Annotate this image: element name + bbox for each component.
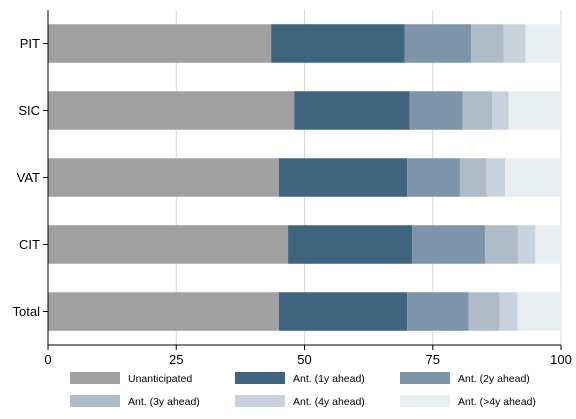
bar-pit-series-1 — [271, 24, 405, 63]
x-tick-label-4: 100 — [550, 352, 572, 367]
y-tick-label-2: VAT — [17, 170, 40, 185]
legend-label-0: Unanticipated — [128, 373, 192, 385]
bar-total-series-3 — [468, 292, 500, 331]
legend-swatch-1 — [235, 372, 285, 384]
bar-sic-series-5 — [508, 91, 561, 130]
bar-pit-series-0 — [48, 24, 272, 63]
legend-swatch-4 — [235, 395, 285, 407]
legend-label-2: Ant. (2y ahead) — [458, 373, 530, 385]
x-tick-label-1: 25 — [169, 352, 183, 367]
bar-pit-series-2 — [404, 24, 472, 63]
legend-label-5: Ant. (>4y ahead) — [458, 396, 536, 408]
y-tick-label-4: Total — [13, 304, 41, 319]
legend-swatch-3 — [70, 395, 120, 407]
bar-total-series-0 — [48, 292, 279, 331]
bar-vat-series-5 — [505, 158, 561, 197]
legend-label-4: Ant. (4y ahead) — [293, 396, 365, 408]
bar-cit-series-1 — [288, 225, 413, 264]
bar-sic-series-0 — [48, 91, 295, 130]
x-axis: 0 25 50 75 100 — [44, 344, 572, 367]
bar-pit-series-4 — [503, 24, 526, 63]
legend-swatch-5 — [400, 395, 450, 407]
bar-cit-series-2 — [412, 225, 486, 264]
bar-sic-series-4 — [492, 91, 509, 130]
bar-cit-series-5 — [535, 225, 561, 264]
bar-sic-series-2 — [409, 91, 463, 130]
y-tick-label-1: SIC — [18, 103, 40, 118]
bar-total-series-4 — [499, 292, 518, 331]
bar-vat-series-4 — [486, 158, 506, 197]
bar-pit-series-5 — [525, 24, 561, 63]
bar-total-series-2 — [407, 292, 469, 331]
x-tick-label-3: 75 — [426, 352, 440, 367]
y-axis: PIT SIC VAT CIT Total — [13, 10, 49, 345]
bar-pit-series-3 — [471, 24, 504, 63]
bar-vat-series-1 — [278, 158, 408, 197]
bars — [48, 24, 561, 331]
bar-sic-series-3 — [462, 91, 493, 130]
legend-label-3: Ant. (3y ahead) — [128, 396, 200, 408]
legend-swatch-2 — [400, 372, 450, 384]
bar-vat-series-3 — [459, 158, 487, 197]
bar-sic-series-1 — [294, 91, 410, 130]
legend: Unanticipated Ant. (1y ahead) Ant. (2y ahe… — [70, 372, 536, 408]
bar-cit-series-3 — [485, 225, 518, 264]
bar-cit-series-0 — [48, 225, 289, 264]
x-tick-label-0: 0 — [44, 352, 51, 367]
x-tick-label-2: 50 — [297, 352, 311, 367]
bar-cit-series-4 — [517, 225, 536, 264]
bar-vat-series-0 — [48, 158, 279, 197]
legend-swatch-0 — [70, 372, 120, 384]
bar-total-series-5 — [517, 292, 561, 331]
y-tick-label-3: CIT — [19, 237, 40, 252]
y-tick-label-0: PIT — [20, 36, 40, 51]
bar-vat-series-2 — [407, 158, 460, 197]
legend-label-1: Ant. (1y ahead) — [293, 373, 365, 385]
bar-total-series-1 — [278, 292, 408, 331]
